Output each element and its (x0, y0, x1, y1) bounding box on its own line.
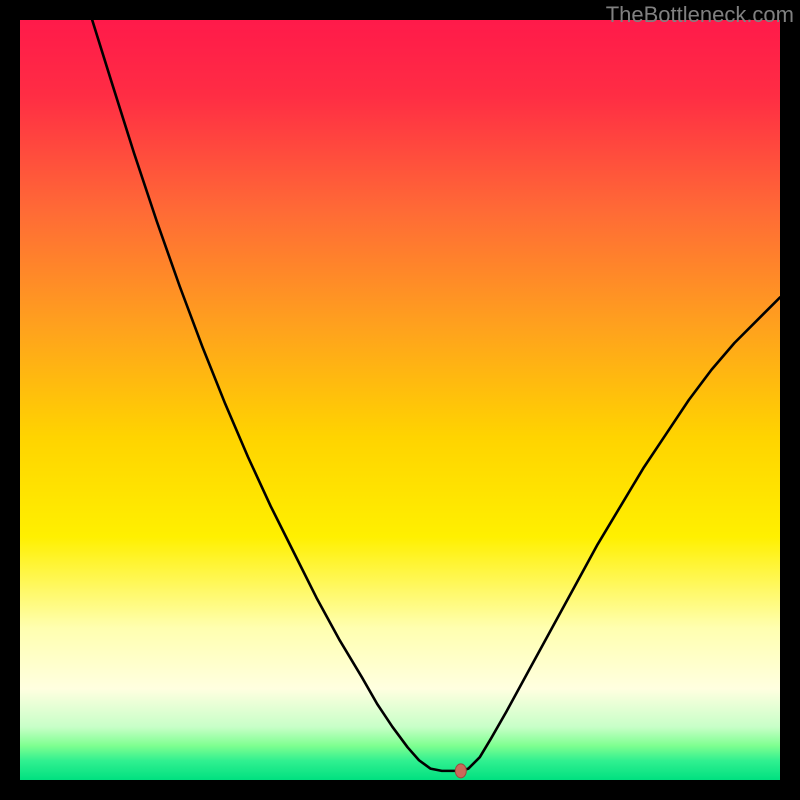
optimal-point-marker (455, 764, 466, 778)
gradient-background (20, 20, 780, 780)
chart-svg (20, 20, 780, 780)
plot-area (20, 20, 780, 780)
watermark-text: TheBottleneck.com (606, 2, 794, 28)
